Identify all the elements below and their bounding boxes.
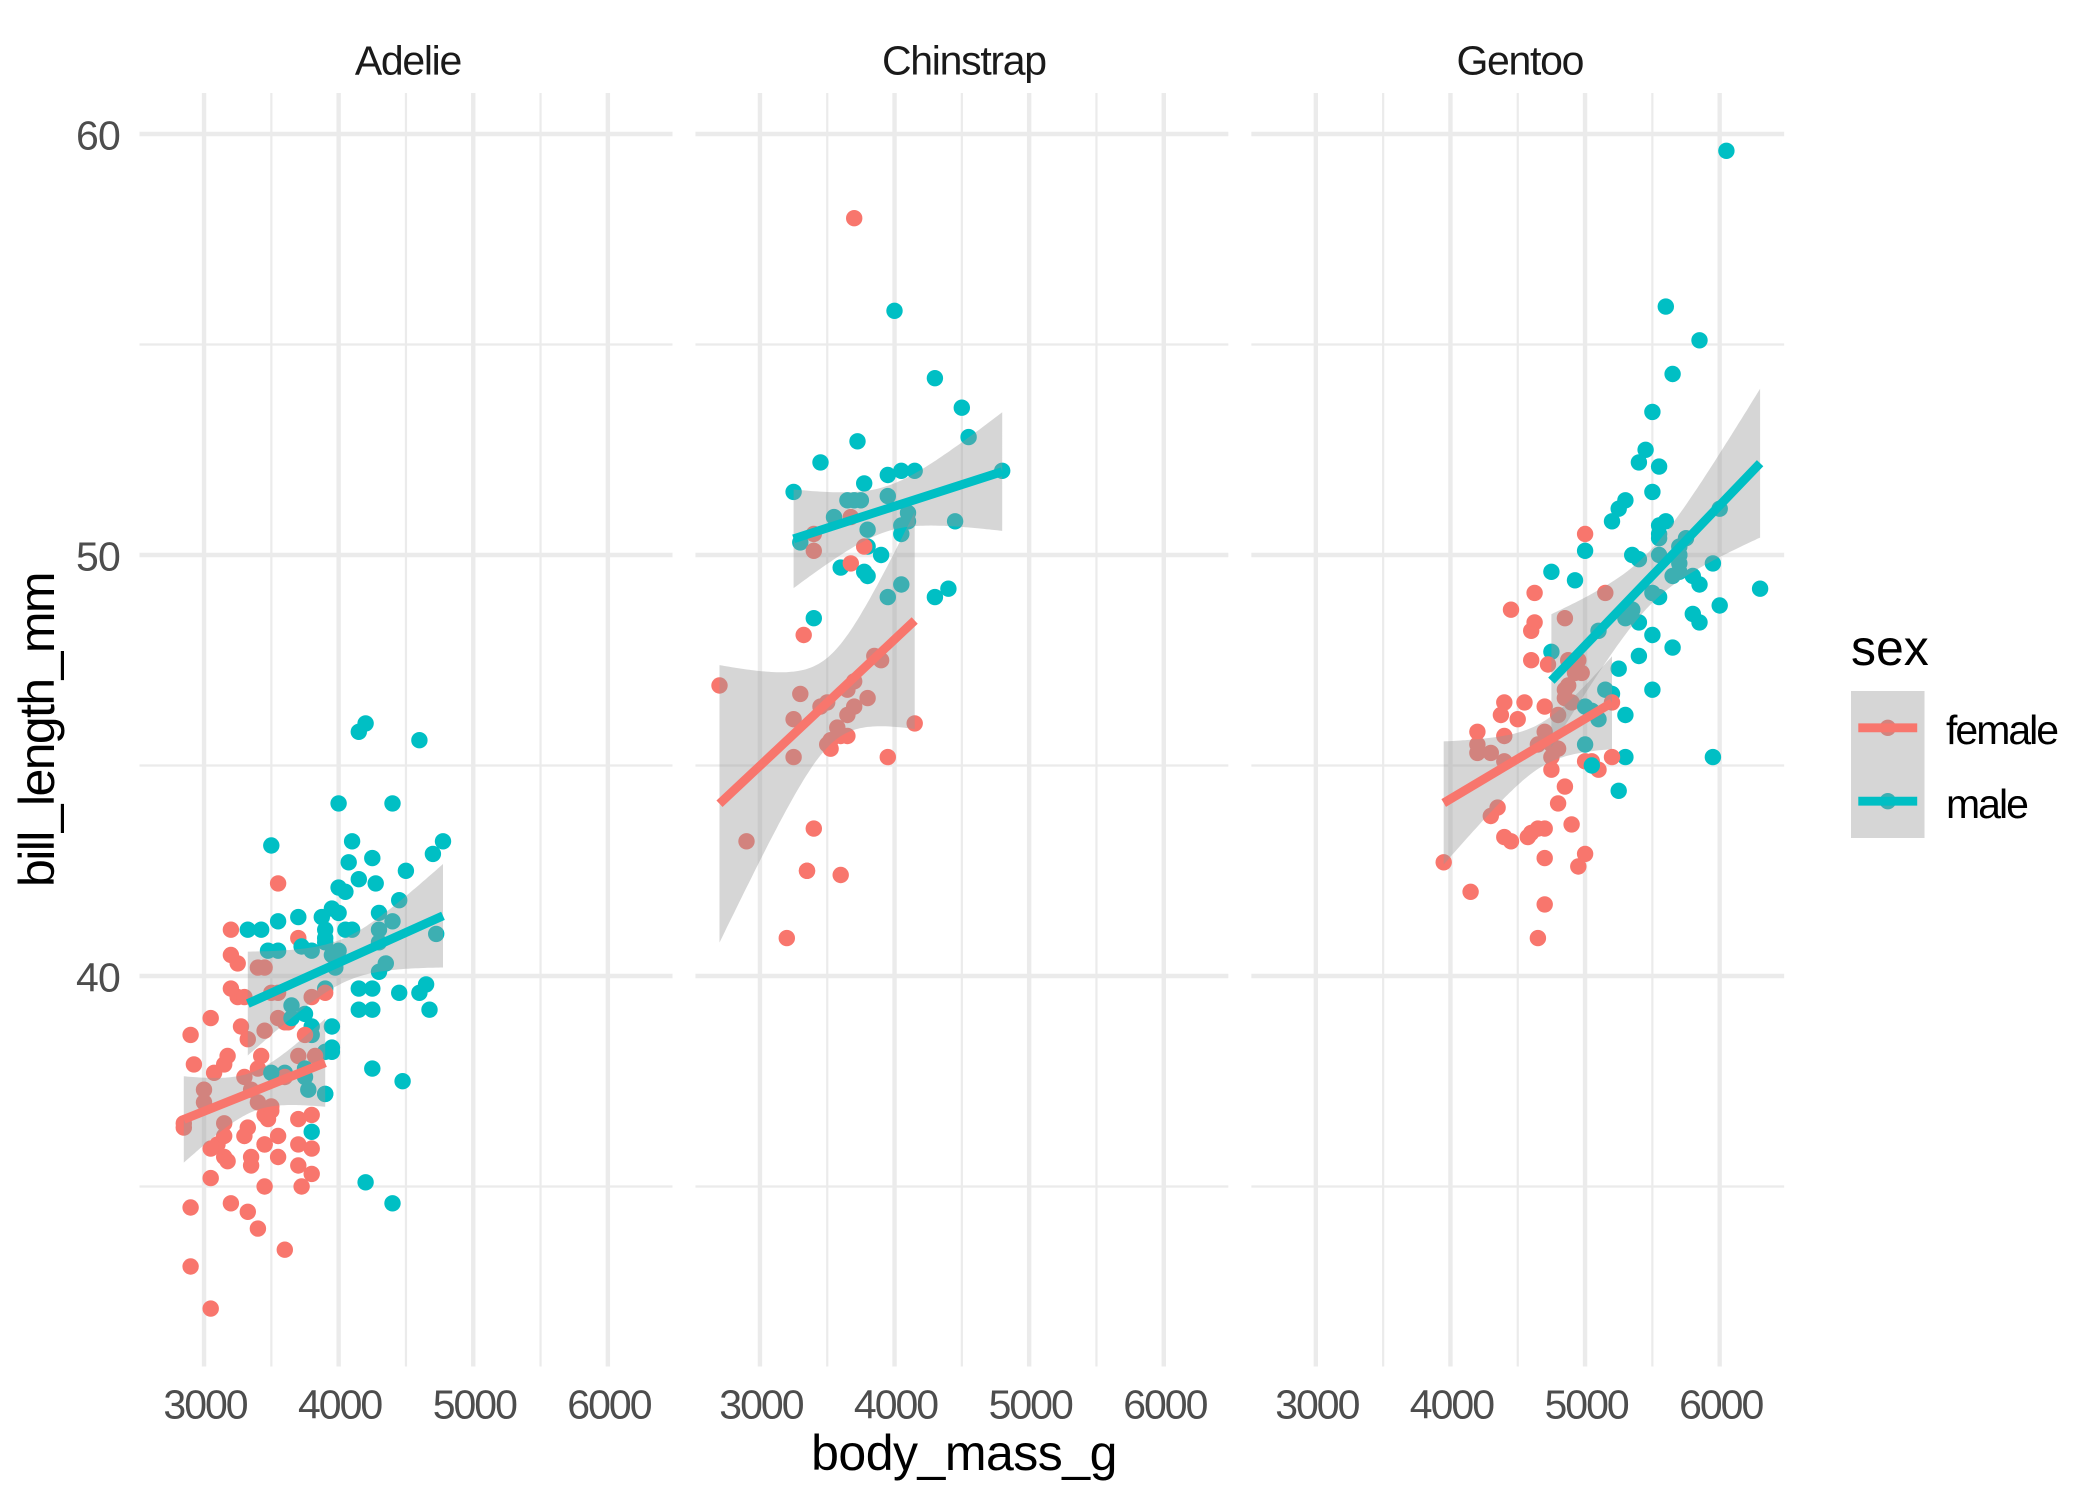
svg-text:6000: 6000: [1123, 1382, 1207, 1428]
svg-text:body_mass_g: body_mass_g: [811, 1425, 1117, 1481]
svg-text:60: 60: [76, 113, 120, 159]
svg-text:50: 50: [76, 534, 120, 580]
svg-text:5000: 5000: [433, 1382, 517, 1428]
svg-text:female: female: [1946, 707, 2057, 753]
svg-text:male: male: [1946, 781, 2027, 827]
svg-text:3000: 3000: [163, 1382, 247, 1428]
svg-text:Gentoo: Gentoo: [1456, 38, 1583, 84]
svg-text:4000: 4000: [1410, 1382, 1494, 1428]
svg-text:40: 40: [76, 955, 120, 1001]
svg-text:5000: 5000: [989, 1382, 1073, 1428]
svg-text:4000: 4000: [854, 1382, 938, 1428]
svg-text:bill_length_mm: bill_length_mm: [9, 573, 65, 887]
svg-text:6000: 6000: [1679, 1382, 1763, 1428]
svg-text:sex: sex: [1851, 620, 1929, 676]
svg-text:3000: 3000: [719, 1382, 803, 1428]
svg-text:6000: 6000: [567, 1382, 651, 1428]
svg-text:Chinstrap: Chinstrap: [882, 38, 1046, 84]
svg-text:4000: 4000: [298, 1382, 382, 1428]
svg-text:5000: 5000: [1544, 1382, 1628, 1428]
svg-text:Adelie: Adelie: [355, 38, 461, 84]
svg-text:3000: 3000: [1275, 1382, 1359, 1428]
